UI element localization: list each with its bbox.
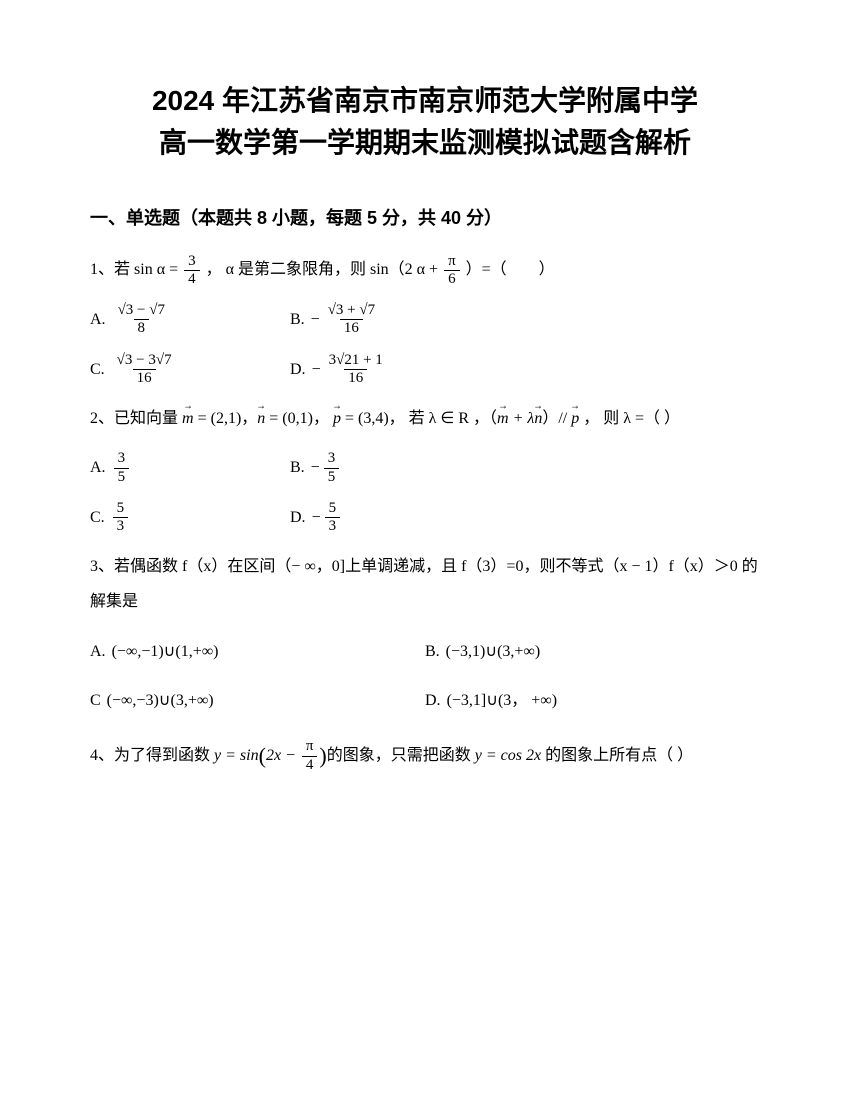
q2-opt-c: C.53 bbox=[90, 500, 290, 536]
vector-p: p bbox=[333, 401, 341, 436]
title-line1: 2024 年江苏省南京市南京师范大学附属中学 bbox=[90, 80, 760, 122]
q2-text: 2、已知向量 m = (2,1)，n = (0,1)， p = (3,4)， 若… bbox=[90, 401, 760, 436]
q2-number: 2、 bbox=[90, 410, 114, 427]
question-4: 4、为了得到函数 y = sin(2x − π4)的图象，只需把函数 y = c… bbox=[90, 732, 760, 780]
q1-opt-c: C.√3 − 3√716 bbox=[90, 352, 290, 388]
q3-opt-a: A.(−∞,−1)∪(1,+∞) bbox=[90, 634, 425, 669]
q1-suffix: ）=（ ） bbox=[466, 261, 555, 278]
q1-frac2: π6 bbox=[444, 253, 460, 289]
q3-opt-c: C(−∞,−3)∪(3,+∞) bbox=[90, 683, 425, 718]
q3-options-row2: C(−∞,−3)∪(3,+∞) D.(−3,1]∪(3， +∞) bbox=[90, 683, 760, 718]
vector-m: m bbox=[182, 401, 194, 436]
q1-options-row2: C.√3 − 3√716 D.−3√21 + 116 bbox=[90, 352, 760, 388]
q3-options-row1: A.(−∞,−1)∪(1,+∞) B.(−3,1)∪(3,+∞) bbox=[90, 634, 760, 669]
q2-opt-b: B.−35 bbox=[290, 450, 760, 486]
q3-opt-b: B.(−3,1)∪(3,+∞) bbox=[425, 634, 760, 669]
q4-number: 4、 bbox=[90, 747, 114, 764]
title-line2: 高一数学第一学期期末监测模拟试题含解析 bbox=[90, 122, 760, 164]
q4-text: 4、为了得到函数 y = sin(2x − π4)的图象，只需把函数 y = c… bbox=[90, 732, 760, 780]
vector-n: n bbox=[257, 401, 265, 436]
q2-opt-a: A.35 bbox=[90, 450, 290, 486]
exam-title: 2024 年江苏省南京市南京师范大学附属中学 高一数学第一学期期末监测模拟试题含… bbox=[90, 80, 760, 164]
q3-opt-d: D.(−3,1]∪(3， +∞) bbox=[425, 683, 760, 718]
q2-options-row1: A.35 B.−35 bbox=[90, 450, 760, 486]
q1-options-row1: A.√3 − √78 B.−√3 + √716 bbox=[90, 302, 760, 338]
q1-mid: ， α 是第二象限角，则 sin（2 α + bbox=[206, 261, 438, 278]
question-3: 3、若偶函数 f（x）在区间（− ∞，0]上单调递减，且 f（3）=0，则不等式… bbox=[90, 549, 760, 718]
q2-options-row2: C.53 D.−53 bbox=[90, 500, 760, 536]
q1-opt-a: A.√3 − √78 bbox=[90, 302, 290, 338]
section-header: 一、单选题（本题共 8 小题，每题 5 分，共 40 分） bbox=[90, 204, 760, 230]
q1-opt-d: D.−3√21 + 116 bbox=[290, 352, 760, 388]
q1-number: 1、 bbox=[90, 261, 114, 278]
question-2: 2、已知向量 m = (2,1)，n = (0,1)， p = (3,4)， 若… bbox=[90, 401, 760, 535]
q1-opt-b: B.−√3 + √716 bbox=[290, 302, 760, 338]
q1-frac1: 34 bbox=[184, 253, 200, 289]
q2-opt-d: D.−53 bbox=[290, 500, 760, 536]
question-1: 1、若 sin α = 34 ， α 是第二象限角，则 sin（2 α + π6… bbox=[90, 252, 760, 387]
q1-prefix: 若 sin α = bbox=[114, 261, 178, 278]
q3-number: 3、 bbox=[90, 558, 114, 575]
q1-text: 1、若 sin α = 34 ， α 是第二象限角，则 sin（2 α + π6… bbox=[90, 252, 760, 288]
q3-text: 3、若偶函数 f（x）在区间（− ∞，0]上单调递减，且 f（3）=0，则不等式… bbox=[90, 549, 760, 619]
